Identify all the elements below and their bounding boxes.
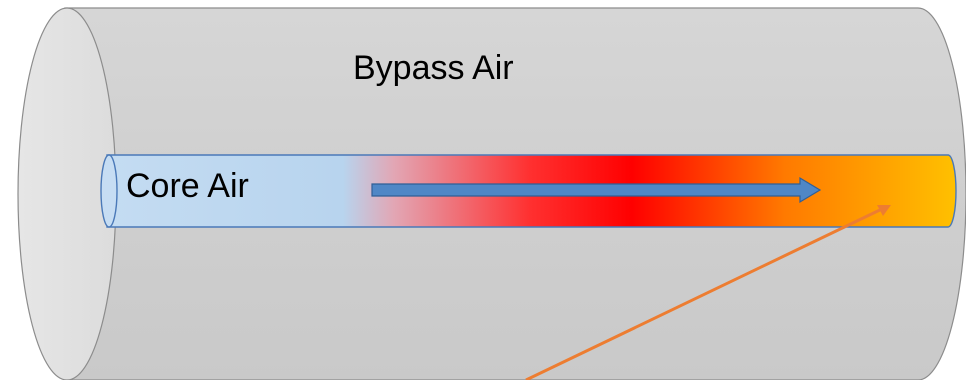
core-air-label: Core Air xyxy=(126,167,249,205)
core-duct-inlet-face xyxy=(100,154,118,228)
pointer-arrowhead xyxy=(877,205,891,216)
bypass-air-label: Bypass Air xyxy=(353,49,514,87)
pointer-callout xyxy=(525,205,891,380)
pointer-line xyxy=(525,206,885,380)
core-flow-arrow xyxy=(371,176,822,204)
